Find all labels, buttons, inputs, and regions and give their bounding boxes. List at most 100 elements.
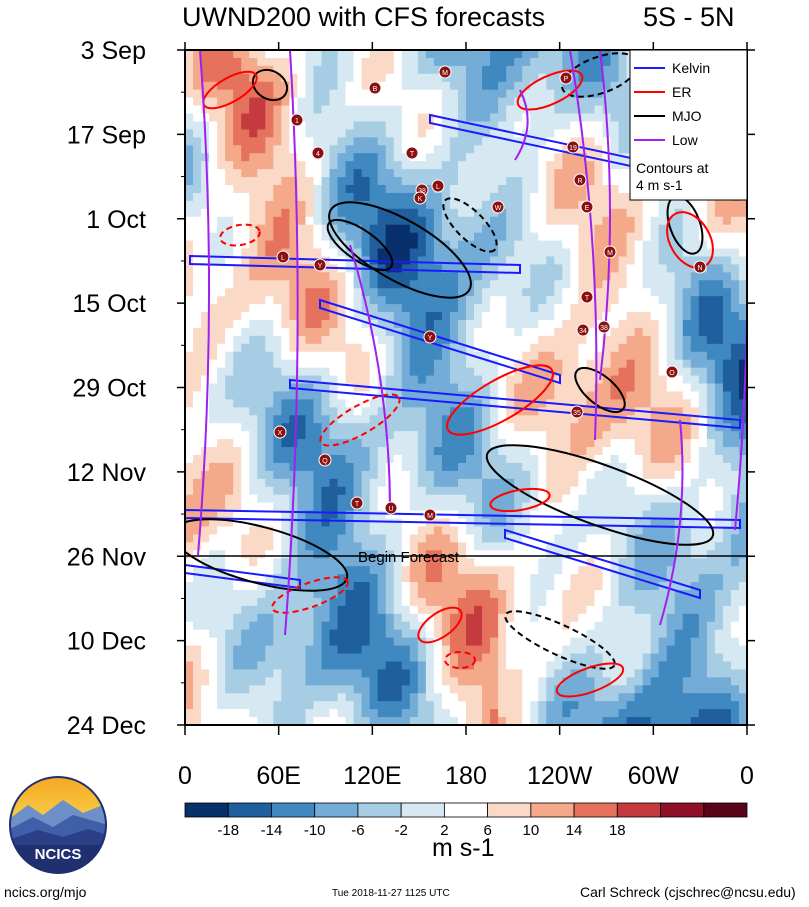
- heatmap-cell: [530, 304, 539, 313]
- heatmap-cell: [201, 407, 210, 416]
- heatmap-cell: [321, 486, 331, 496]
- heatmap-cell: [722, 224, 732, 234]
- heatmap-cell: [385, 240, 395, 250]
- heatmap-cell: [546, 264, 555, 273]
- heatmap-cell: [514, 343, 523, 353]
- heatmap-cell: [562, 177, 571, 186]
- heatmap-cell: [474, 399, 483, 408]
- heatmap-cell: [305, 192, 315, 202]
- heatmap-cell: [361, 399, 371, 408]
- heatmap-cell: [449, 320, 459, 329]
- heatmap-cell: [441, 327, 451, 337]
- heatmap-cell: [730, 327, 740, 337]
- heatmap-cell: [490, 590, 499, 599]
- heatmap-cell: [602, 534, 612, 543]
- heatmap-cell: [345, 153, 355, 162]
- heatmap-cell: [594, 407, 604, 416]
- heatmap-cell: [554, 486, 563, 496]
- heatmap-cell: [498, 89, 507, 99]
- heatmap-cell: [530, 478, 539, 488]
- heatmap-cell: [241, 431, 250, 440]
- heatmap-cell: [193, 264, 202, 273]
- heatmap-cell: [690, 232, 700, 242]
- heatmap-cell: [249, 534, 258, 543]
- heatmap-cell: [618, 327, 628, 337]
- heatmap-cell: [466, 57, 475, 67]
- heatmap-cell: [409, 121, 419, 131]
- heatmap-cell: [329, 462, 339, 472]
- heatmap-cell: [193, 455, 202, 464]
- heatmap-cell: [393, 161, 403, 170]
- chart-title: UWND200 with CFS forecasts: [182, 2, 546, 32]
- heatmap-cell: [690, 351, 700, 361]
- heatmap-cell: [281, 478, 290, 488]
- heatmap-cell: [730, 605, 740, 615]
- heatmap-cell: [241, 185, 250, 194]
- heatmap-cell: [642, 455, 652, 464]
- heatmap-cell: [658, 558, 668, 567]
- heatmap-cell: [225, 518, 234, 528]
- heatmap-cell: [730, 240, 740, 250]
- heatmap-cell: [466, 208, 475, 218]
- heatmap-cell: [401, 597, 411, 607]
- heatmap-cell: [562, 153, 571, 162]
- heatmap-cell: [682, 312, 692, 321]
- heatmap-cell: [225, 391, 234, 401]
- heatmap-cell: [201, 208, 210, 218]
- heatmap-cell: [706, 518, 716, 528]
- heatmap-cell: [618, 272, 628, 281]
- heatmap-cell: [321, 431, 331, 440]
- heatmap-cell: [241, 534, 250, 543]
- heatmap-cell: [297, 256, 307, 266]
- heatmap-cell: [241, 288, 250, 297]
- heatmap-cell: [642, 224, 652, 234]
- heatmap-cell: [730, 272, 740, 281]
- heatmap-cell: [666, 296, 676, 305]
- heatmap-cell: [449, 272, 459, 281]
- heatmap-cell: [345, 447, 355, 456]
- heatmap-cell: [578, 351, 588, 361]
- heatmap-cell: [466, 407, 475, 416]
- heatmap-cell: [241, 335, 250, 345]
- heatmap-cell: [265, 383, 274, 393]
- heatmap-cell: [233, 407, 242, 416]
- heatmap-cell: [345, 272, 355, 281]
- heatmap-cell: [217, 343, 226, 353]
- heatmap-cell: [297, 343, 307, 353]
- heatmap-cell: [281, 518, 290, 528]
- heatmap-cell: [433, 169, 443, 178]
- heatmap-cell: [634, 550, 644, 559]
- heatmap-cell: [209, 121, 218, 131]
- heatmap-cell: [265, 113, 274, 123]
- heatmap-cell: [249, 312, 258, 321]
- heatmap-cell: [385, 518, 395, 528]
- heatmap-cell: [490, 335, 499, 345]
- heatmap-cell: [466, 423, 475, 432]
- heatmap-cell: [385, 391, 395, 401]
- heatmap-cell: [457, 200, 467, 210]
- heatmap-cell: [602, 558, 612, 567]
- heatmap-cell: [313, 526, 323, 536]
- heatmap-cell: [538, 304, 547, 313]
- heatmap-cell: [634, 383, 644, 393]
- heatmap-cell: [482, 375, 491, 385]
- heatmap-cell: [722, 407, 732, 416]
- heatmap-cell: [313, 613, 323, 623]
- heatmap-cell: [425, 153, 435, 162]
- heatmap-cell: [241, 590, 250, 599]
- heatmap-cell: [329, 81, 339, 91]
- heatmap-cell: [674, 200, 684, 210]
- heatmap-cell: [281, 129, 290, 138]
- heatmap-cell: [409, 335, 419, 345]
- heatmap-cell: [249, 137, 258, 146]
- heatmap-cell: [265, 439, 274, 448]
- heatmap-cell: [722, 447, 732, 456]
- heatmap-cell: [466, 192, 475, 202]
- heatmap-cell: [321, 216, 331, 226]
- heatmap-cell: [265, 327, 274, 337]
- heatmap-cell: [618, 407, 628, 416]
- heatmap-cell: [490, 288, 499, 297]
- heatmap-cell: [586, 582, 596, 591]
- heatmap-cell: [457, 264, 467, 273]
- heatmap-cell: [281, 542, 290, 551]
